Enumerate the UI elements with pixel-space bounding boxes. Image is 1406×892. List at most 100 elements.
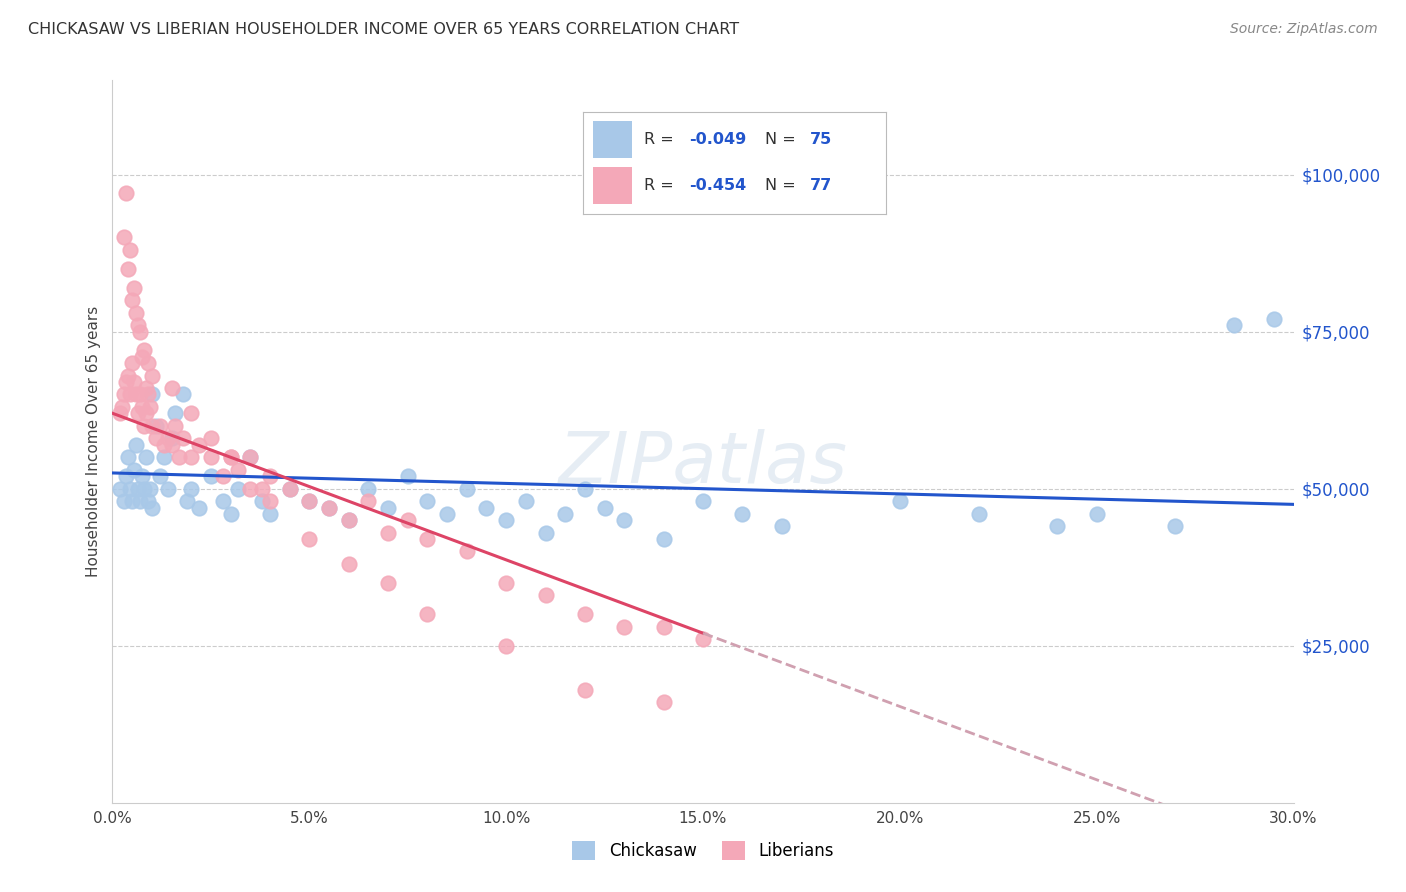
Text: R =: R =: [644, 132, 679, 146]
Point: [652, 620, 675, 634]
Point: [136, 494, 159, 508]
Point: [115, 469, 138, 483]
Point: [136, 356, 159, 370]
Point: [239, 482, 262, 496]
Point: [200, 431, 222, 445]
Point: [515, 494, 537, 508]
Point: [416, 532, 439, 546]
Text: N =: N =: [765, 178, 801, 193]
Point: [117, 261, 139, 276]
Point: [475, 500, 498, 515]
Point: [125, 306, 148, 320]
Point: [115, 186, 138, 201]
Point: [416, 494, 439, 508]
Point: [112, 494, 135, 508]
Point: [132, 418, 155, 433]
Point: [534, 525, 557, 540]
Point: [967, 507, 990, 521]
Point: [298, 532, 321, 546]
Point: [131, 400, 153, 414]
Point: [652, 695, 675, 709]
Point: [613, 513, 636, 527]
Point: [127, 482, 149, 496]
Point: [120, 482, 142, 496]
Point: [259, 469, 281, 483]
Point: [200, 469, 222, 483]
Point: [139, 400, 162, 414]
Point: [239, 450, 262, 465]
Point: [121, 494, 143, 508]
Point: [219, 507, 242, 521]
Point: [117, 368, 139, 383]
Point: [1164, 519, 1187, 533]
Point: [228, 463, 250, 477]
Text: N =: N =: [765, 132, 801, 146]
Y-axis label: Householder Income Over 65 years: Householder Income Over 65 years: [86, 306, 101, 577]
Text: R =: R =: [644, 178, 679, 193]
Point: [125, 438, 148, 452]
Point: [169, 450, 191, 465]
Point: [337, 557, 360, 571]
Point: [692, 494, 714, 508]
Point: [129, 494, 152, 508]
Point: [172, 387, 194, 401]
Point: [211, 494, 233, 508]
Point: [172, 431, 194, 445]
Point: [132, 482, 155, 496]
Point: [139, 482, 162, 496]
Point: [228, 482, 250, 496]
Point: [377, 575, 399, 590]
Point: [889, 494, 911, 508]
Point: [298, 494, 321, 508]
Point: [132, 343, 155, 358]
Point: [120, 387, 142, 401]
Point: [377, 500, 399, 515]
Point: [259, 494, 281, 508]
Point: [129, 387, 152, 401]
Point: [129, 325, 152, 339]
Point: [219, 450, 242, 465]
Point: [136, 387, 159, 401]
Point: [456, 544, 478, 558]
Point: [165, 418, 187, 433]
Point: [176, 494, 198, 508]
Point: [416, 607, 439, 622]
Point: [112, 230, 135, 244]
Point: [115, 375, 138, 389]
Point: [188, 438, 211, 452]
Point: [250, 494, 273, 508]
Point: [554, 507, 576, 521]
Bar: [592, 120, 631, 158]
Point: [1263, 312, 1285, 326]
Point: [495, 575, 517, 590]
Point: [495, 639, 517, 653]
Point: [337, 513, 360, 527]
Point: [145, 431, 167, 445]
Point: [122, 280, 145, 294]
Point: [149, 418, 172, 433]
Point: [652, 532, 675, 546]
Point: [121, 356, 143, 370]
Point: [160, 381, 183, 395]
Point: [278, 482, 301, 496]
Point: [149, 469, 172, 483]
Point: [377, 525, 399, 540]
Point: [127, 318, 149, 333]
Point: [121, 293, 143, 308]
Point: [298, 494, 321, 508]
Point: [156, 482, 179, 496]
Point: [593, 500, 616, 515]
Text: Source: ZipAtlas.com: Source: ZipAtlas.com: [1230, 22, 1378, 37]
Point: [152, 438, 174, 452]
Point: [180, 482, 202, 496]
Point: [239, 450, 262, 465]
Point: [574, 607, 596, 622]
Point: [117, 450, 139, 465]
Point: [250, 482, 273, 496]
Point: [396, 513, 419, 527]
Point: [278, 482, 301, 496]
Point: [165, 406, 187, 420]
Point: [574, 482, 596, 496]
Point: [135, 381, 157, 395]
Point: [1085, 507, 1108, 521]
